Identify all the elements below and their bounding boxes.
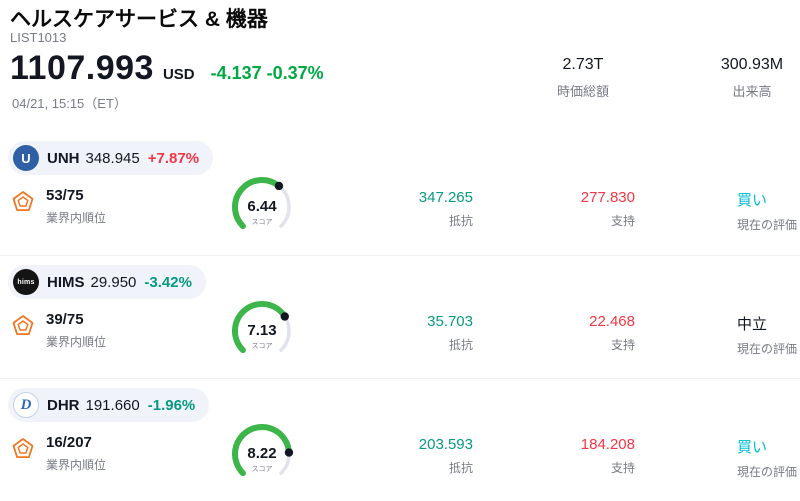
radar-chart-icon <box>10 436 36 465</box>
gauge-score-label: スコア <box>251 219 273 226</box>
index-price: 1107.993 <box>10 49 154 87</box>
ticker-change: -3.42% <box>144 273 192 291</box>
rating-value: 買い <box>737 192 768 209</box>
score-gauge: 6.44 スコア <box>220 174 304 236</box>
price-row: 1107.993 USD -4.137 -0.37% <box>10 49 324 88</box>
rank-value: 16/207 <box>46 434 92 451</box>
page-title: ヘルスケアサービス & 機器 <box>10 8 268 31</box>
gauge-score: 7.13 <box>247 322 277 339</box>
stock-row-hims[interactable]: hims HIMS 29.950 -3.42% 39/75 業界内順位 7.13… <box>0 255 800 378</box>
rating-col: 買い 現在の評価 <box>737 189 797 233</box>
rank-label: 業界内順位 <box>46 458 107 472</box>
resistance-col: 347.265 抵抗 <box>419 189 473 229</box>
volume-value: 300.93M <box>720 56 784 73</box>
support-col: 184.208 支持 <box>581 436 635 476</box>
ticker-price: 191.660 <box>85 396 140 414</box>
hims-logo-icon: hims <box>13 269 39 295</box>
industry-rank: 39/75 業界内順位 <box>10 311 106 350</box>
rating-label: 現在の評価 <box>737 218 798 232</box>
support-label: 支持 <box>610 338 635 352</box>
rating-value: 買い <box>737 439 768 456</box>
stock-row-unh[interactable]: U UNH 348.945 +7.87% 53/75 業界内順位 6.44 スコ… <box>0 132 800 255</box>
rank-value: 39/75 <box>46 311 84 328</box>
stock-row-dhr[interactable]: D DHR 191.660 -1.96% 16/207 業界内順位 8.22 ス… <box>0 378 800 501</box>
ticker-pill[interactable]: D DHR 191.660 -1.96% <box>8 388 210 422</box>
support-value: 184.208 <box>580 436 635 453</box>
ticker-change: +7.87% <box>147 149 200 167</box>
market-cap-stat: 2.73T 時価総額 <box>535 56 631 100</box>
resistance-value: 203.593 <box>418 436 473 453</box>
ticker-pill[interactable]: hims HIMS 29.950 -3.42% <box>8 265 206 299</box>
header: ヘルスケアサービス & 機器 LIST1013 1107.993 USD -4.… <box>0 0 800 132</box>
support-value: 277.830 <box>580 189 635 206</box>
unh-logo-icon: U <box>13 145 39 171</box>
dhr-logo-icon: D <box>13 392 39 418</box>
ticker-price: 29.950 <box>90 273 137 291</box>
index-change: -4.137 -0.37% <box>210 63 324 83</box>
ticker-pill[interactable]: U UNH 348.945 +7.87% <box>8 141 214 175</box>
support-col: 277.830 支持 <box>581 189 635 229</box>
support-label: 支持 <box>610 214 635 228</box>
resistance-col: 203.593 抵抗 <box>419 436 473 476</box>
ticker-change: -1.96% <box>147 396 196 414</box>
resistance-value: 35.703 <box>427 313 473 330</box>
volume-stat: 300.93M 出来高 <box>706 56 798 100</box>
market-cap-value: 2.73T <box>562 56 604 73</box>
resistance-label: 抵抗 <box>448 338 473 352</box>
rating-col: 中立 現在の評価 <box>737 313 797 357</box>
gauge-arc-icon <box>220 421 304 483</box>
rank-label: 業界内順位 <box>46 211 107 225</box>
gauge-arc-icon <box>220 174 304 236</box>
gauge-score-label: スコア <box>251 343 273 350</box>
score-gauge: 7.13 スコア <box>220 298 304 360</box>
gauge-score: 8.22 <box>247 445 277 462</box>
rating-col: 買い 現在の評価 <box>737 436 797 480</box>
radar-chart-icon <box>10 189 36 218</box>
industry-rank: 16/207 業界内順位 <box>10 434 106 473</box>
gauge-arc-icon <box>220 298 304 360</box>
quote-datetime: 04/21, 15:15（ET） <box>12 96 127 111</box>
support-col: 22.468 支持 <box>589 313 635 353</box>
ticker-symbol: DHR <box>47 396 80 414</box>
gauge-score-label: スコア <box>251 466 273 473</box>
ticker-price: 348.945 <box>85 149 140 167</box>
market-cap-label: 時価総額 <box>556 84 609 99</box>
rating-label: 現在の評価 <box>737 465 798 479</box>
rating-value: 中立 <box>737 316 768 333</box>
radar-chart-icon <box>10 313 36 342</box>
list-id: LIST1013 <box>10 30 67 45</box>
resistance-label: 抵抗 <box>448 461 473 475</box>
gauge-score: 6.44 <box>247 198 277 215</box>
resistance-col: 35.703 抵抗 <box>427 313 473 353</box>
rank-label: 業界内順位 <box>46 335 107 349</box>
resistance-value: 347.265 <box>418 189 473 206</box>
score-gauge: 8.22 スコア <box>220 421 304 483</box>
ticker-symbol: UNH <box>47 149 80 167</box>
support-label: 支持 <box>610 461 635 475</box>
industry-rank: 53/75 業界内順位 <box>10 187 106 226</box>
rank-value: 53/75 <box>46 187 84 204</box>
resistance-label: 抵抗 <box>448 214 473 228</box>
currency-label: USD <box>162 66 195 83</box>
support-value: 22.468 <box>589 313 635 330</box>
volume-label: 出来高 <box>732 84 772 99</box>
ticker-symbol: HIMS <box>47 273 85 291</box>
rating-label: 現在の評価 <box>737 342 798 356</box>
